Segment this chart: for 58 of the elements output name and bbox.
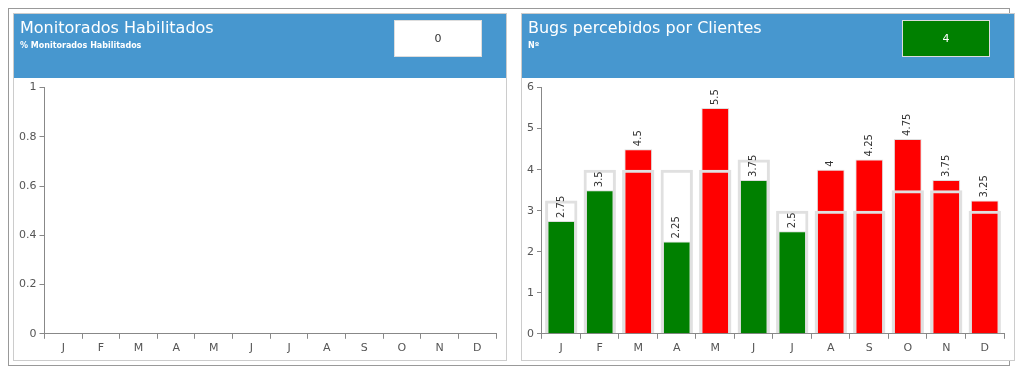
x-tick-label: M [209,341,219,355]
y-tick-label: 0.8 [18,129,37,143]
y-tick-label: 4 [527,162,534,176]
y-tick-label: 0 [29,326,37,340]
chart-title: Monitorados Habilitados [20,18,214,37]
y-tick-label: 5 [527,121,534,135]
x-tick-label: S [360,341,368,355]
text: 4 [902,20,990,57]
data-label: 4.25 [862,134,874,157]
x-tick-label: N [435,341,444,355]
data-label: 3.75 [939,154,951,177]
data-label: 2.75 [554,195,566,218]
x-tick-label: A [826,341,835,355]
data-label: 4.75 [901,113,913,136]
x-tick-label: O [903,341,913,355]
y-tick-label: 6 [527,80,534,94]
chart-title: Bugs percebidos por Clientes [528,18,762,37]
data-label: 3.25 [978,175,990,198]
x-tick-label: O [397,341,407,355]
x-tick-label: J [60,341,65,355]
x-tick-label: A [672,341,681,355]
x-tick-label: M [710,341,720,355]
x-tick-label: M [133,341,144,355]
data-label: 2.5 [785,212,797,229]
y-tick-label: 0 [527,326,534,340]
x-tick-label: N [942,341,951,355]
x-tick-label: M [633,341,643,355]
y-tick-label: 1 [527,285,534,299]
x-tick-label: S [865,341,873,355]
x-tick-label: J [751,341,756,355]
x-tick-label: D [980,341,989,355]
y-tick-label: 2 [527,244,534,258]
chart-subtitle: Nº [528,41,540,50]
chart-subtitle: % Monitorados Habilitados [20,41,142,50]
data-label: 3.5 [593,171,605,188]
x-tick-label: D [472,341,482,355]
y-tick-label: 1 [29,80,37,94]
x-tick-label: J [286,341,291,355]
bar [660,169,693,334]
bar [776,210,809,334]
data-label: 5.5 [708,89,720,106]
x-tick-label: J [558,341,563,355]
data-label: 4.5 [631,130,643,147]
y-tick-label: 0.4 [18,228,37,242]
bar [583,169,616,334]
x-tick-label: F [596,341,603,355]
x-tick-label: J [789,341,794,355]
x-tick-label: F [97,341,105,355]
x-tick-label: A [322,341,331,355]
y-tick-label: 3 [527,203,534,217]
x-tick-label: J [248,341,254,355]
text: 0 [394,20,482,57]
data-label: 2.25 [670,216,682,239]
x-tick-label: A [172,341,181,355]
y-tick-label: 0.2 [18,277,37,291]
y-tick-label: 0.6 [18,178,37,192]
data-label: 4 [824,160,836,167]
data-label: 3.75 [747,154,759,177]
